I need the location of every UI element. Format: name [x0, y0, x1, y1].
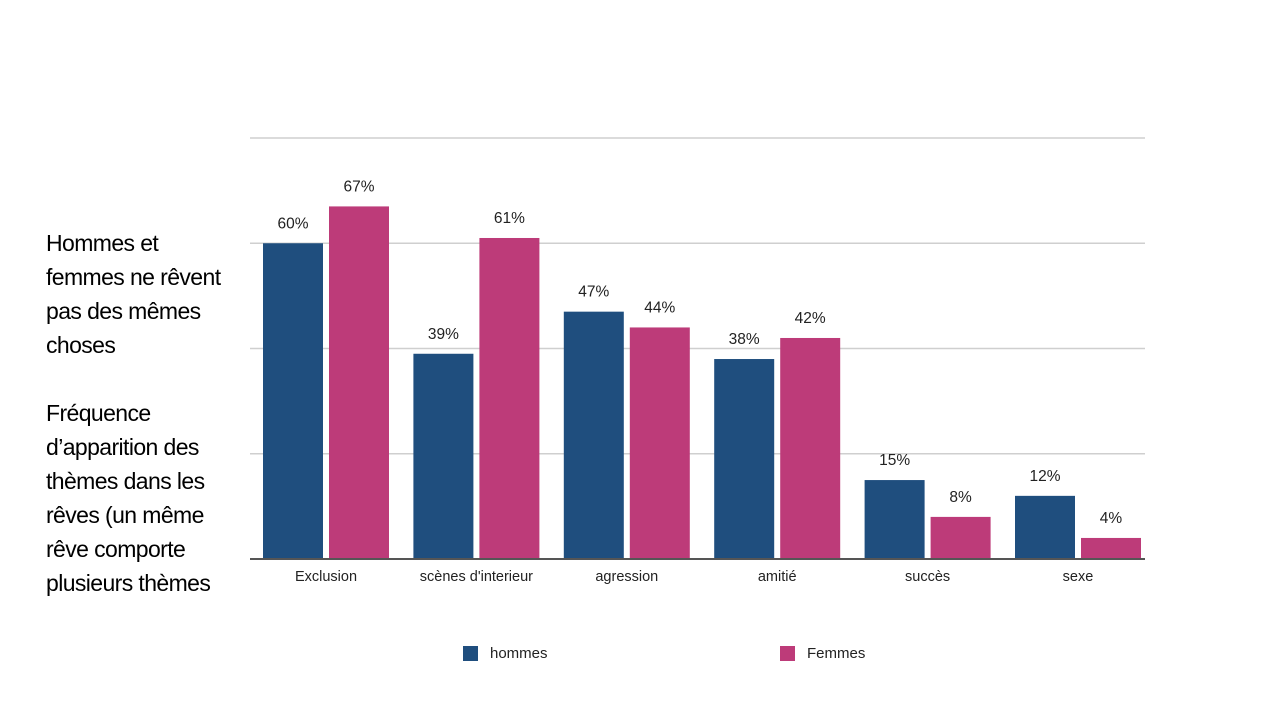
- data-label: 44%: [644, 299, 675, 316]
- bar-femmes: [629, 327, 690, 559]
- bar-hommes: [263, 243, 323, 559]
- legend-label-hommes: hommes: [490, 645, 548, 662]
- bar-hommes: [413, 353, 474, 559]
- data-label: 42%: [795, 310, 826, 327]
- bar-hommes: [714, 359, 775, 559]
- data-label: 12%: [1029, 468, 1060, 485]
- category-label: scènes d'interieur: [420, 569, 533, 585]
- bar-femmes: [479, 237, 540, 560]
- side-heading: Hommes et femmes ne rêvent pas des mêmes…: [46, 230, 221, 358]
- category-label: Exclusion: [295, 569, 357, 585]
- data-label: 67%: [343, 178, 374, 195]
- data-label: 61%: [494, 210, 525, 227]
- data-label: 60%: [277, 215, 308, 232]
- legend-label-femmes: Femmes: [807, 645, 865, 662]
- bar-femmes: [930, 516, 991, 559]
- side-text: Hommes et femmes ne rêvent pas des mêmes…: [46, 226, 246, 600]
- data-label: 4%: [1100, 510, 1123, 527]
- bar-femmes: [1081, 537, 1141, 559]
- bar-hommes: [563, 311, 624, 559]
- side-description: Fréquence d’apparition des thèmes dans l…: [46, 400, 211, 596]
- bar-femmes: [780, 337, 841, 559]
- category-label: amitié: [758, 569, 797, 585]
- data-label: 8%: [949, 489, 972, 506]
- data-label: 15%: [879, 452, 910, 469]
- data-label: 39%: [428, 326, 459, 343]
- data-label: 47%: [578, 284, 609, 301]
- bar-hommes: [864, 480, 925, 559]
- category-label: agression: [595, 569, 658, 585]
- data-label: 38%: [729, 331, 760, 348]
- legend-swatch-femmes: [780, 646, 795, 661]
- category-label: succès: [905, 569, 950, 585]
- bar-hommes: [1015, 495, 1075, 559]
- bar-femmes: [329, 206, 389, 559]
- category-label: sexe: [1063, 569, 1094, 585]
- legend-swatch-hommes: [463, 646, 478, 661]
